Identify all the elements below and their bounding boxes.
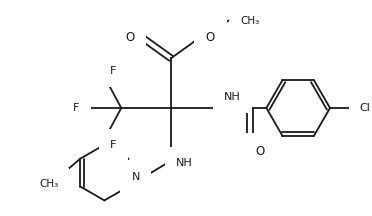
Text: CH₃: CH₃ bbox=[39, 179, 58, 189]
Text: O: O bbox=[256, 145, 265, 158]
Text: CH₃: CH₃ bbox=[241, 16, 260, 25]
Text: F: F bbox=[110, 66, 117, 76]
Text: O: O bbox=[125, 31, 134, 44]
Text: F: F bbox=[73, 103, 80, 113]
Text: F: F bbox=[110, 140, 117, 150]
Text: N: N bbox=[131, 172, 140, 182]
Text: NH: NH bbox=[224, 92, 240, 102]
Text: O: O bbox=[206, 31, 215, 44]
Text: NH: NH bbox=[176, 158, 193, 168]
Text: Cl: Cl bbox=[360, 103, 371, 113]
